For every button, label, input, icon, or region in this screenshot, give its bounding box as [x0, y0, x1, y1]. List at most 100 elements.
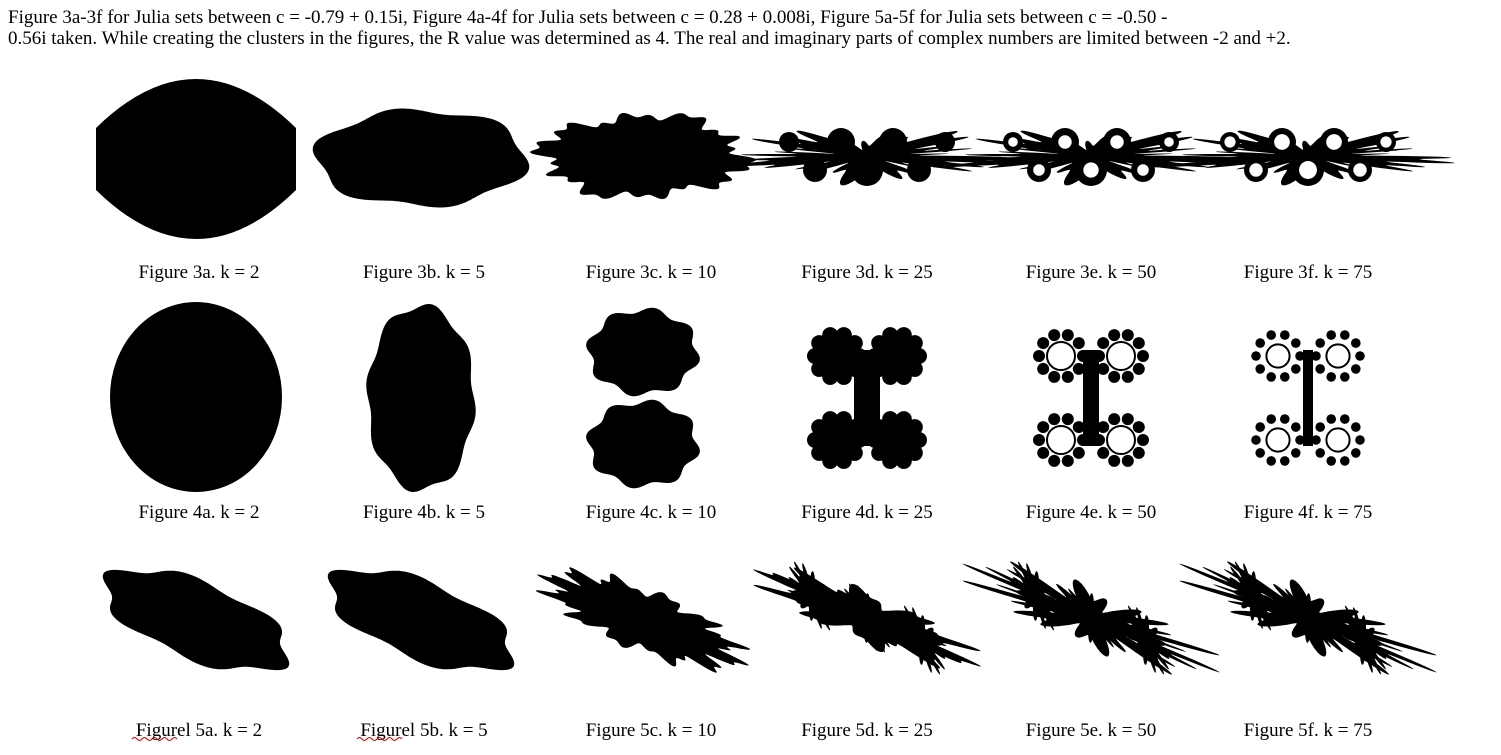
- julia-curl-hole: [1274, 134, 1290, 150]
- julia-curl: [907, 158, 931, 182]
- julia-dot: [1072, 362, 1085, 375]
- julia-shape: [1229, 561, 1277, 631]
- julia-dot: [1266, 372, 1277, 382]
- julia-dot: [1048, 370, 1061, 383]
- figure-label: Figure 4a. k = 2: [138, 502, 259, 523]
- julia-dot: [1295, 351, 1305, 361]
- julia-dot: [1108, 329, 1121, 342]
- julia-curl-hole: [1164, 137, 1174, 147]
- figure-label: Figure 4b. k = 5: [363, 502, 485, 523]
- julia-shape: [366, 304, 476, 492]
- julia-dot: [1350, 448, 1361, 458]
- spell-check-squiggle: [131, 737, 178, 741]
- julia-shape: [96, 79, 296, 239]
- julia-dot: [1072, 446, 1085, 459]
- julia-dot: [1137, 434, 1149, 446]
- julia-dot: [1339, 456, 1350, 466]
- figure-label: Figure 4e. k = 50: [1026, 502, 1157, 523]
- julia-dot: [1251, 351, 1261, 361]
- julia-dot: [1097, 446, 1110, 459]
- figure-label: Figure 4f. k = 75: [1244, 502, 1372, 523]
- julia-shape: [1012, 561, 1060, 631]
- julia-dot: [1266, 414, 1277, 424]
- caption-line: 0.56i taken. While creating the clusters…: [8, 28, 1291, 49]
- julia-dot: [1315, 422, 1326, 432]
- julia-shape: [586, 399, 700, 489]
- julia-dot: [1251, 435, 1261, 445]
- julia-core: [818, 337, 856, 375]
- julia-dot: [1097, 362, 1110, 375]
- julia-shape: [843, 583, 891, 653]
- julia-curl-hole: [1299, 161, 1317, 179]
- spell-check-squiggle: [356, 737, 403, 741]
- julia-dot: [1048, 329, 1061, 342]
- julia-shape: [788, 561, 836, 631]
- julia-dot: [1048, 454, 1061, 467]
- julia-dot: [1108, 413, 1121, 426]
- julia-shape: [1339, 605, 1387, 675]
- figure-label: Figure 3d. k = 25: [801, 262, 933, 283]
- julia-dot: [1339, 372, 1350, 382]
- julia-curl-hole: [1249, 163, 1263, 177]
- julia-dot: [1061, 370, 1074, 383]
- julia-curl-hole: [1083, 162, 1099, 178]
- julia-dot: [1061, 329, 1074, 342]
- julia-dot: [1326, 372, 1337, 382]
- julia-curl: [935, 132, 955, 152]
- julia-dot: [1350, 422, 1361, 432]
- julia-dot: [1311, 351, 1321, 361]
- julia-core: [878, 421, 916, 459]
- figure-label: Figure 4d. k = 25: [801, 502, 933, 523]
- julia-dot: [1072, 337, 1085, 350]
- caption-line: Figure 3a-3f for Julia sets between c = …: [8, 7, 1168, 28]
- julia-dot: [1279, 330, 1290, 340]
- figure-labels: Figure 3a. k = 2 Figure 3b. k = 5 Figure 3…: [136, 262, 1372, 741]
- julia-dot: [1290, 338, 1301, 348]
- julia-curl: [803, 158, 827, 182]
- julia-dot: [1048, 413, 1061, 426]
- julia-spine: [1083, 350, 1099, 446]
- julia-curl-hole: [1058, 135, 1072, 149]
- julia-dot: [1037, 446, 1050, 459]
- julia-shape: [1284, 583, 1332, 653]
- julia-core: [1046, 425, 1076, 455]
- julia-dot: [1132, 337, 1145, 350]
- julia-dot: [1355, 351, 1365, 361]
- julia-curl-hole: [1326, 134, 1342, 150]
- julia-shape: [312, 108, 530, 208]
- julia-shape: [586, 307, 700, 397]
- julia-curl: [827, 128, 855, 156]
- julia-dot: [1279, 456, 1290, 466]
- figure-label: Figurel 5a. k = 2: [136, 720, 262, 741]
- julia-core: [1265, 343, 1291, 369]
- julia-core: [1106, 425, 1136, 455]
- julia-dot: [1121, 370, 1134, 383]
- julia-dot: [1072, 421, 1085, 434]
- julia-core: [878, 337, 916, 375]
- julia-dot: [1315, 364, 1326, 374]
- julia-shape: [1122, 605, 1170, 675]
- julia-dot: [1315, 448, 1326, 458]
- julia-dot: [1339, 330, 1350, 340]
- julia-shape: [530, 113, 756, 199]
- julia-dot: [1037, 421, 1050, 434]
- julia-core: [1046, 341, 1076, 371]
- julia-dot: [1033, 434, 1045, 446]
- julia-dot: [1279, 414, 1290, 424]
- julia-dot: [1108, 454, 1121, 467]
- julia-dot: [1339, 414, 1350, 424]
- julia-dot: [1255, 338, 1266, 348]
- julia-dot: [1266, 330, 1277, 340]
- julia-dot: [1137, 350, 1149, 362]
- figure-label: Figure 5d. k = 25: [801, 720, 933, 741]
- figure-label: Figure 3a. k = 2: [138, 262, 259, 283]
- julia-curl: [879, 128, 907, 156]
- figure-label: Figure 3c. k = 10: [586, 262, 717, 283]
- julia-dot: [1290, 364, 1301, 374]
- julia-dot: [1311, 435, 1321, 445]
- figure-label: Figure 5c. k = 10: [586, 720, 717, 741]
- julia-spine: [1303, 350, 1313, 446]
- julia-dot: [1097, 421, 1110, 434]
- julia-dot: [1037, 362, 1050, 375]
